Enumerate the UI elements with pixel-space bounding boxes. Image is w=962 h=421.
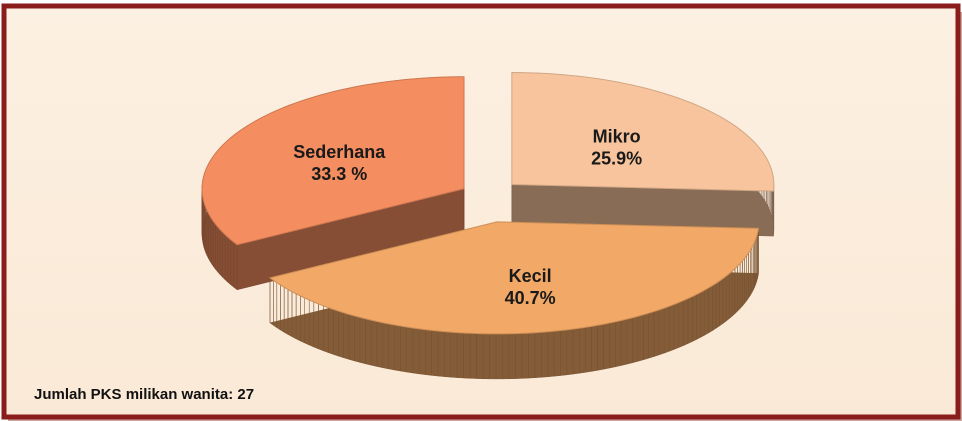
slice	[268, 221, 760, 335]
slice-label: Sederhana 33.3 %	[293, 142, 386, 184]
slice-value-label: 33.3 %	[311, 164, 367, 184]
pie: Mikro 25.9% Kecil 40.7% Sederhana 33.3 %	[201, 72, 775, 380]
slice-name: Mikro	[593, 126, 641, 146]
slice-label: Mikro 25.9%	[591, 126, 642, 168]
annotation: Jumlah PKS milikan wanita: 27	[34, 386, 254, 403]
slice	[511, 72, 775, 192]
slice-value-label: 25.9%	[591, 148, 642, 168]
slice-name: Sederhana	[293, 142, 386, 162]
slice-name: Kecil	[509, 266, 552, 286]
slice-value-label: 40.7%	[505, 288, 556, 308]
slice	[201, 76, 465, 246]
slice-label: Kecil 40.7%	[505, 266, 556, 308]
